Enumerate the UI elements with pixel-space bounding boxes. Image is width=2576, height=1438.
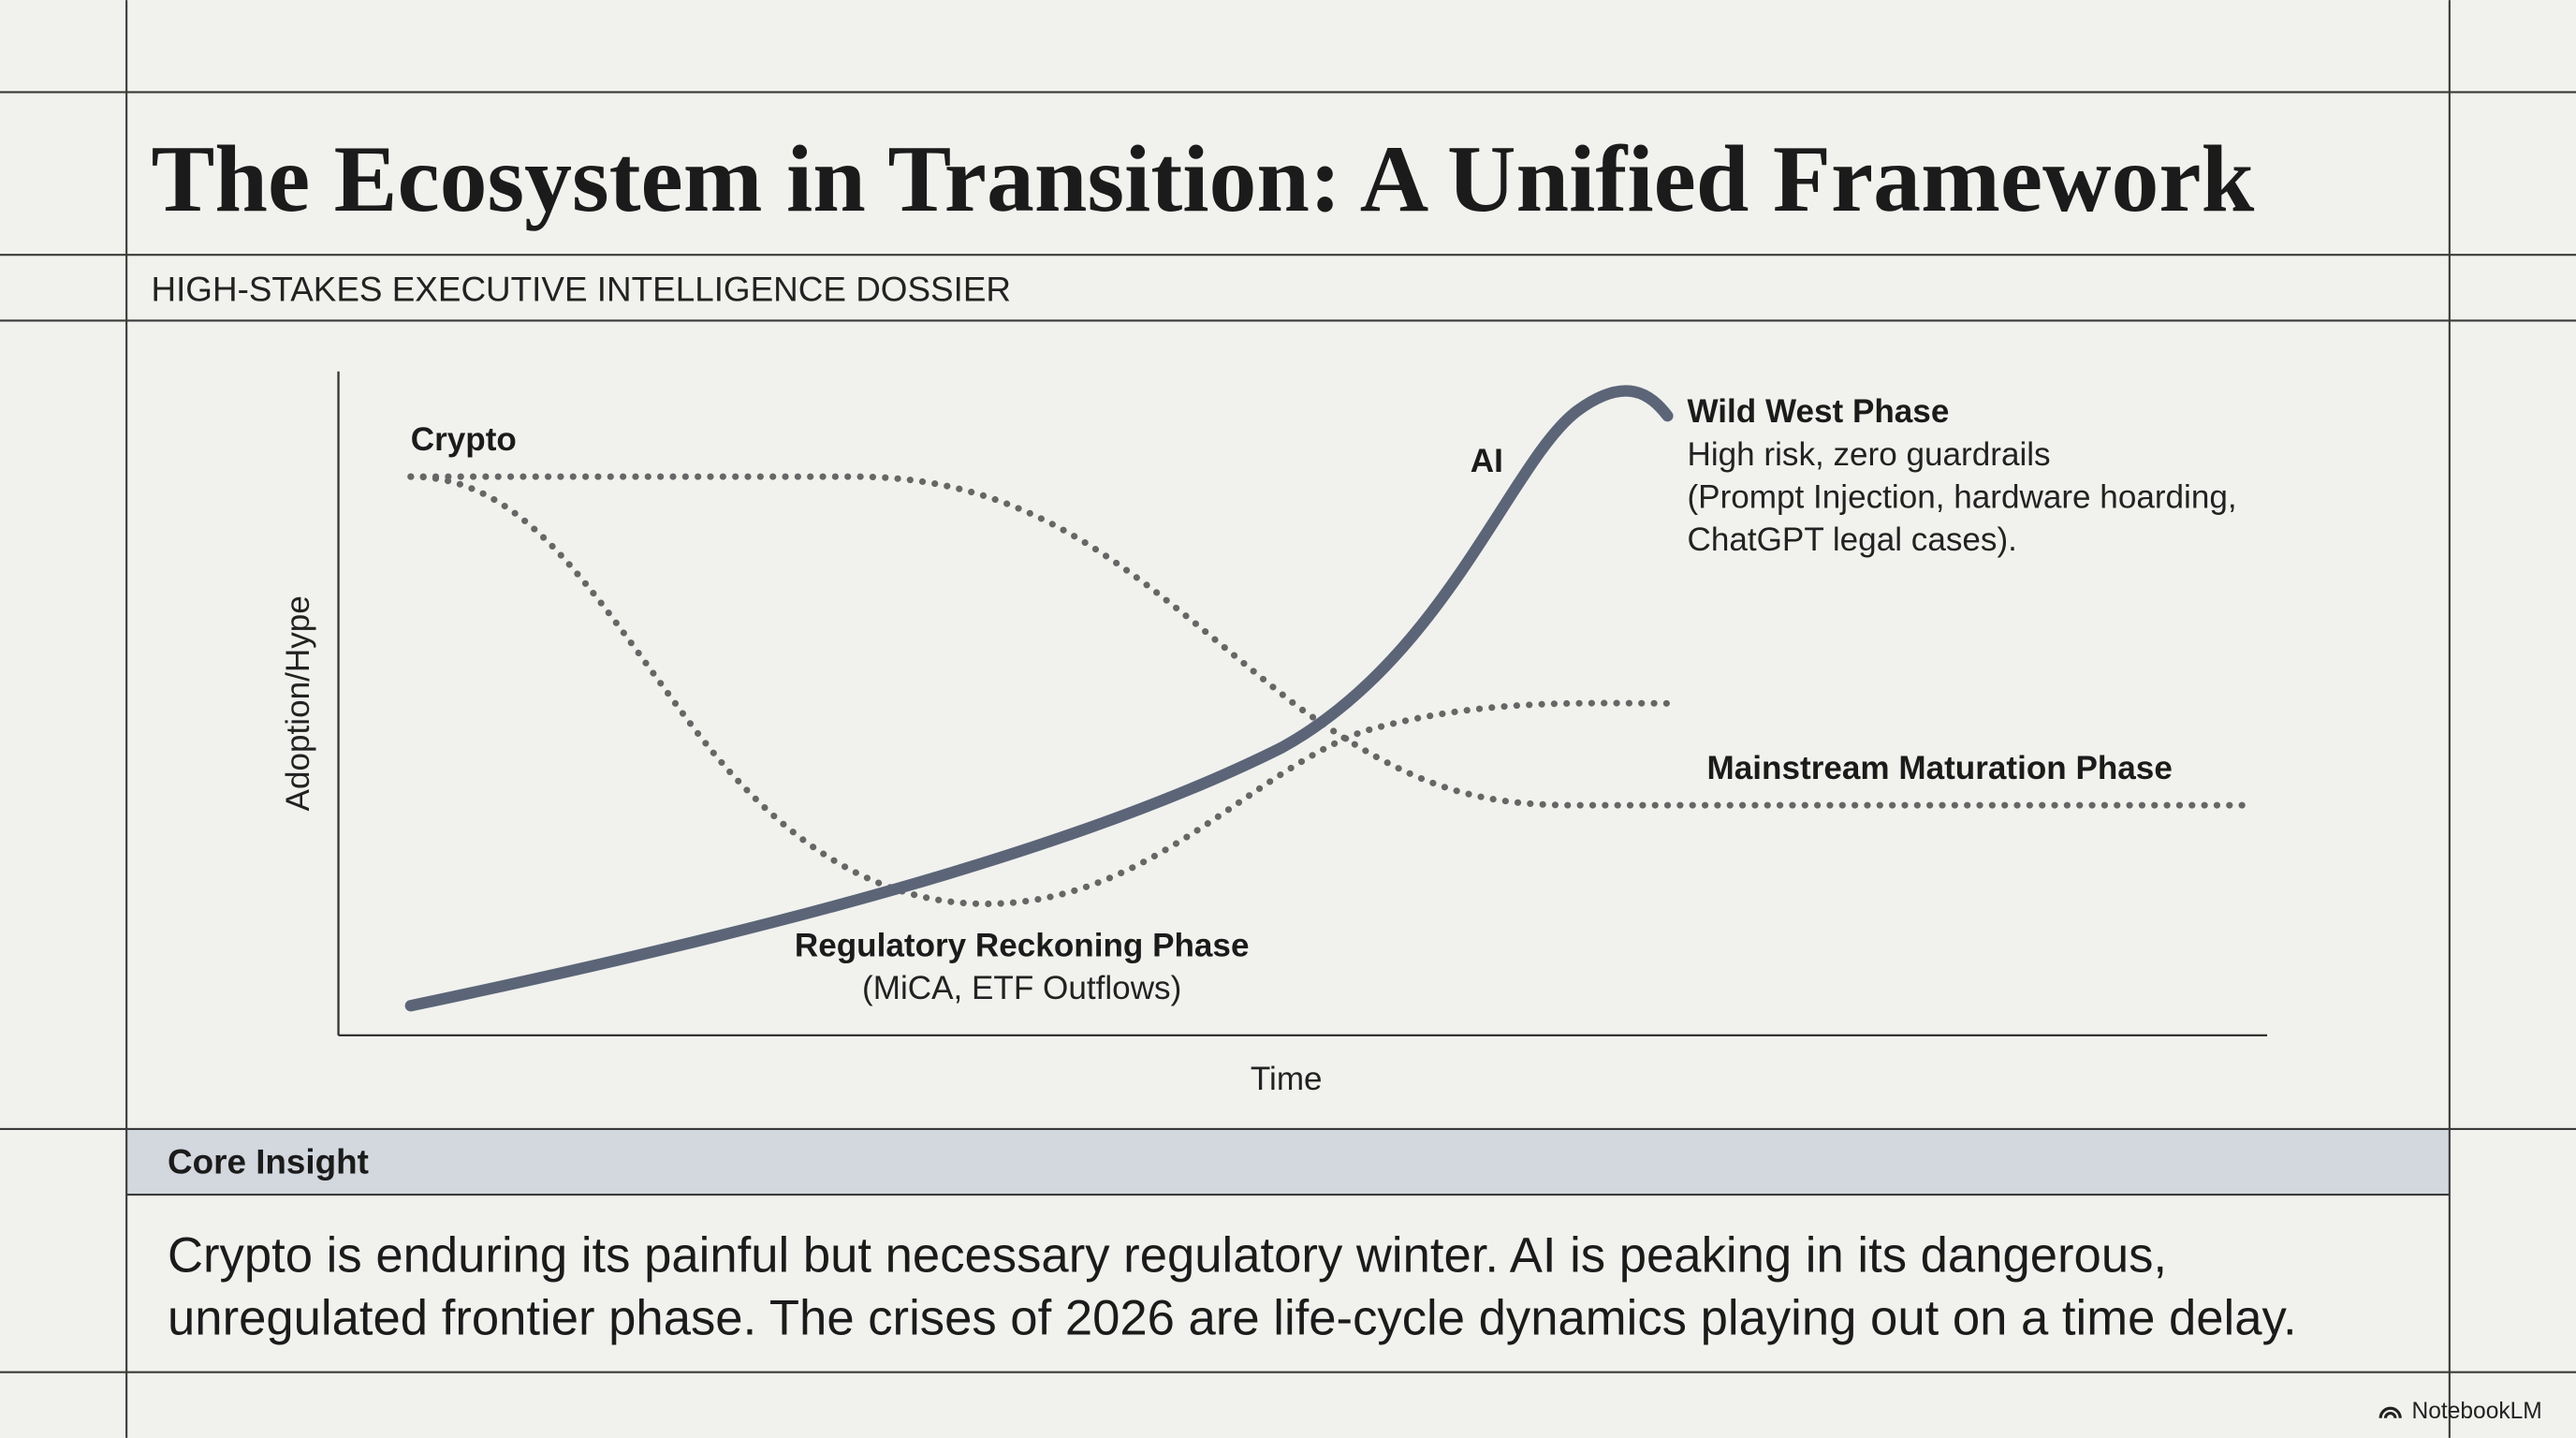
- phase-line: ChatGPT legal cases).: [1687, 521, 2016, 558]
- subtitle: HIGH-STAKES EXECUTIVE INTELLIGENCE DOSSI…: [151, 270, 1011, 308]
- curve-label: AI: [1471, 443, 1503, 479]
- title: The Ecosystem in Transition: A Unified F…: [151, 126, 2254, 232]
- brand: NotebookLM: [2411, 1399, 2541, 1424]
- insight-text: unregulated frontier phase. The crises o…: [168, 1290, 2297, 1345]
- phase-title: Wild West Phase: [1687, 393, 1949, 430]
- curve-label: Crypto: [411, 421, 517, 458]
- insight-bar: [126, 1128, 2450, 1196]
- insight-heading: Core Insight: [168, 1142, 369, 1181]
- insight-text: Crypto is enduring its painful but neces…: [168, 1228, 2167, 1284]
- y-axis-label: Adoption/Hype: [280, 595, 316, 811]
- axes: [337, 371, 2268, 1036]
- crypto-curve-lower: [407, 473, 1675, 907]
- ai-curve: [404, 385, 1674, 1012]
- phase-line: High risk, zero guardrails: [1687, 436, 2050, 473]
- phase-title: Mainstream Maturation Phase: [1707, 750, 2173, 786]
- x-axis-label: Time: [1251, 1061, 1323, 1097]
- brand-icon: [2378, 1406, 2402, 1419]
- phase-title: Regulatory Reckoning Phase: [795, 928, 1250, 964]
- phase-line: (MiCA, ETF Outflows): [862, 970, 1181, 1006]
- crypto-curve-upper: [407, 473, 2251, 809]
- phase-line: (Prompt Injection, hardware hoarding,: [1687, 478, 2236, 515]
